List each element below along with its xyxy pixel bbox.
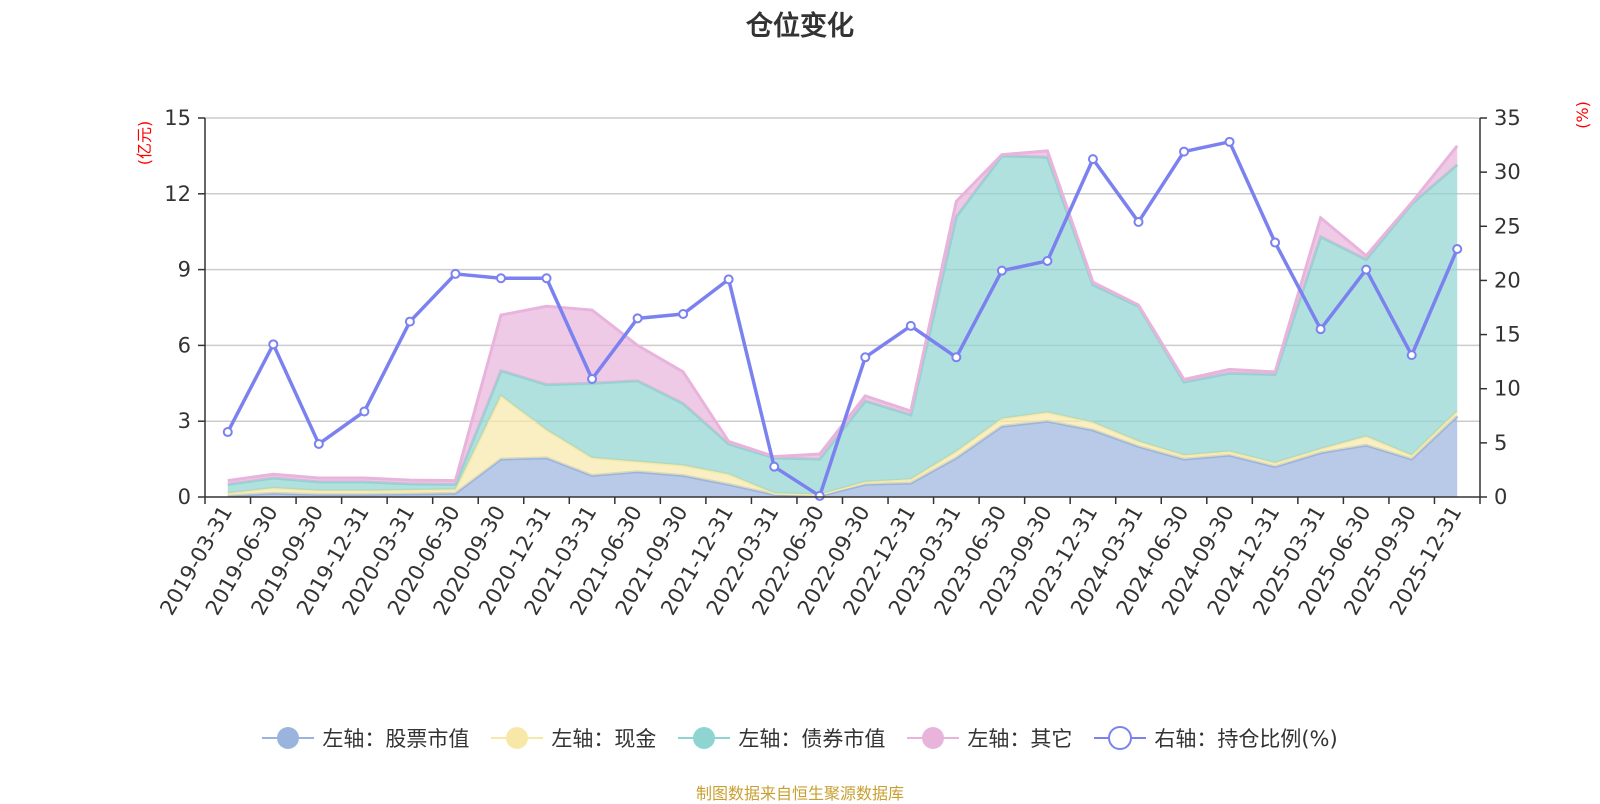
ratio-point-20	[1133, 216, 1144, 227]
ratio-point-1	[268, 339, 279, 350]
legend-item-cash[interactable]: 左轴：现金	[491, 723, 656, 753]
right-tick-label-6: 30	[1494, 160, 1521, 184]
ratio-point-24	[1315, 324, 1326, 335]
chart-title: 仓位变化	[746, 11, 854, 42]
ratio-point-5	[450, 268, 461, 279]
ratio-point-15	[905, 320, 916, 331]
area-series-0	[227, 416, 1458, 497]
legend-swatch-stock	[262, 727, 315, 749]
right-tick-label-4: 20	[1494, 268, 1521, 292]
ratio-point-16	[951, 352, 962, 363]
legend-label-other: 左轴：其它	[967, 727, 1073, 751]
area-series-2	[227, 155, 1458, 495]
legend-item-ratio[interactable]: 右轴：持仓比例(%)	[1094, 723, 1338, 753]
legend-item-bond[interactable]: 左轴：债券市值	[678, 723, 885, 753]
left-tick-label-1: 3	[178, 409, 191, 433]
ratio-point-21	[1179, 146, 1190, 157]
right-tick-label-2: 10	[1494, 377, 1521, 401]
left-tick-label-4: 12	[164, 182, 191, 206]
ratio-point-11	[723, 274, 734, 285]
left-tick-label-3: 9	[178, 258, 191, 282]
ratio-point-13	[814, 490, 825, 501]
ratio-point-6	[495, 273, 506, 284]
legend-swatch-ratio	[1094, 726, 1147, 750]
ratio-point-26	[1406, 350, 1417, 361]
ratio-point-7	[541, 273, 552, 284]
ratio-point-25	[1361, 264, 1372, 275]
ratio-point-14	[860, 352, 871, 363]
left-tick-label-2: 6	[178, 333, 191, 357]
right-tick-label-5: 25	[1494, 214, 1521, 238]
ratio-point-22	[1224, 136, 1235, 147]
ratio-point-18	[1042, 255, 1053, 266]
legend-swatch-other	[907, 727, 960, 749]
legend: 左轴：股票市值 左轴：现金 左轴：债券市值 左轴：其它 右轴：持仓比例(%)	[0, 720, 1600, 756]
left-tick-label-0: 0	[178, 485, 191, 509]
ratio-line	[226, 140, 1459, 498]
ratio-point-3	[359, 406, 370, 417]
ratio-point-12	[769, 461, 780, 472]
ratio-point-9	[632, 313, 643, 324]
right-tick-label-1: 5	[1494, 431, 1507, 455]
ratio-point-27	[1452, 244, 1463, 255]
left-axis-unit: (亿元)	[135, 121, 154, 166]
right-tick-label-3: 15	[1494, 323, 1521, 347]
ratio-point-17	[996, 265, 1007, 276]
left-tick-label-5: 15	[164, 106, 191, 130]
ratio-point-23	[1270, 237, 1281, 248]
ratio-point-4	[404, 316, 415, 327]
ratio-point-0	[222, 427, 233, 438]
legend-label-bond: 左轴：债券市值	[738, 727, 886, 751]
line-layer	[222, 136, 1463, 501]
legend-label-ratio: 右轴：持仓比例(%)	[1154, 727, 1338, 751]
legend-item-stock[interactable]: 左轴：股票市值	[262, 723, 469, 753]
ratio-point-19	[1087, 154, 1098, 165]
legend-swatch-cash	[491, 727, 544, 749]
right-tick-label-0: 0	[1494, 485, 1507, 509]
right-axis-unit: (%)	[1573, 101, 1592, 129]
ratio-point-2	[313, 438, 324, 449]
legend-item-other[interactable]: 左轴：其它	[907, 723, 1072, 753]
source-note: 制图数据来自恒生聚源数据库	[695, 784, 904, 803]
ratio-point-10	[678, 309, 689, 319]
legend-label-cash: 左轴：现金	[551, 727, 657, 751]
legend-swatch-bond	[678, 727, 731, 749]
ratio-point-8	[587, 373, 598, 384]
legend-label-stock: 左轴：股票市值	[322, 727, 470, 751]
right-tick-label-7: 35	[1494, 106, 1521, 130]
